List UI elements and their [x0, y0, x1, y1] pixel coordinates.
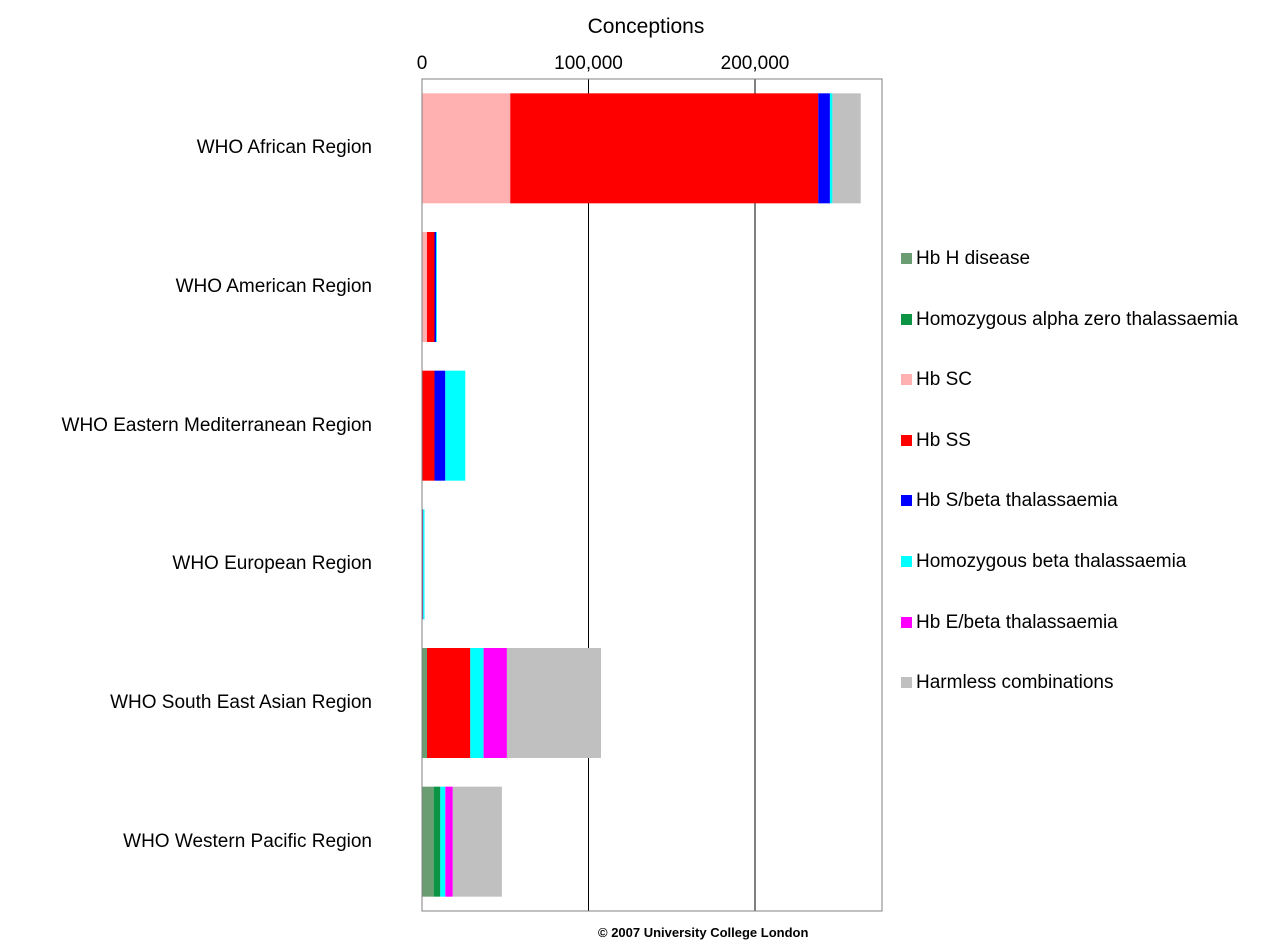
- bar-segment: [829, 93, 833, 204]
- bar-segment: [470, 648, 484, 758]
- x-tick-label: 100,000: [554, 53, 623, 74]
- legend-label: Hb SC: [916, 369, 972, 391]
- legend-label: Homozygous alpha zero thalassaemia: [916, 308, 1239, 330]
- legend-swatch: [901, 677, 912, 689]
- bar-segment: [426, 232, 435, 342]
- gridlines: [588, 79, 756, 911]
- legend-label: Hb H disease: [916, 248, 1031, 269]
- bar-segment: [422, 786, 434, 897]
- bar-segment: [422, 648, 427, 758]
- legend-swatch: [901, 495, 912, 507]
- category-label: WHO African Region: [196, 137, 372, 159]
- bar-segment: [436, 232, 437, 342]
- category-label: WHO Western Pacific Region: [123, 830, 372, 852]
- legend-label: Hb SS: [916, 429, 971, 451]
- bar-segment: [440, 786, 446, 897]
- legend-swatch: [901, 434, 912, 446]
- bar-segment: [433, 786, 441, 897]
- category-label: WHO European Region: [172, 553, 372, 575]
- legend-label: Homozygous beta thalassaemia: [916, 551, 1187, 572]
- bar-segment: [818, 93, 830, 204]
- copyright-notice: © 2007 University College London: [598, 925, 809, 940]
- legend-swatch: [901, 253, 912, 264]
- bar-segment: [452, 786, 502, 897]
- legend-label: Hb E/beta thalassaemia: [916, 611, 1118, 633]
- category-label: WHO South East Asian Region: [110, 692, 372, 713]
- bar-segment: [434, 232, 437, 342]
- bar-segment: [506, 648, 601, 758]
- x-axis-title: Conceptions: [588, 15, 705, 38]
- bar-segment: [483, 648, 507, 758]
- category-label: WHO American Region: [175, 276, 372, 297]
- legend-label: Harmless combinations: [916, 672, 1114, 694]
- category-label: WHO Eastern Mediterranean Region: [61, 414, 372, 436]
- bar-segment: [832, 93, 861, 204]
- legend-swatch: [901, 556, 912, 567]
- legend-swatch: [901, 313, 912, 325]
- bar-segment: [422, 370, 435, 481]
- legend-swatch: [901, 374, 912, 386]
- bar-segment: [426, 648, 471, 758]
- plot-area-frame: [421, 78, 883, 912]
- x-tick-label: 0: [417, 53, 428, 74]
- bar-segment: [445, 786, 453, 897]
- bar-segment: [422, 93, 511, 204]
- bars: [422, 93, 861, 897]
- x-tick-labels: 0 100,000 200,000: [417, 53, 790, 74]
- bar-segment: [445, 370, 466, 481]
- legend-label: Hb S/beta thalassaemia: [916, 490, 1118, 512]
- bar-segment: [510, 93, 819, 204]
- bar-segment: [434, 370, 446, 481]
- bar-segment: [422, 232, 427, 342]
- legend-swatch: [901, 616, 912, 628]
- bar-segment: [423, 509, 425, 620]
- x-tick-label: 200,000: [721, 53, 790, 74]
